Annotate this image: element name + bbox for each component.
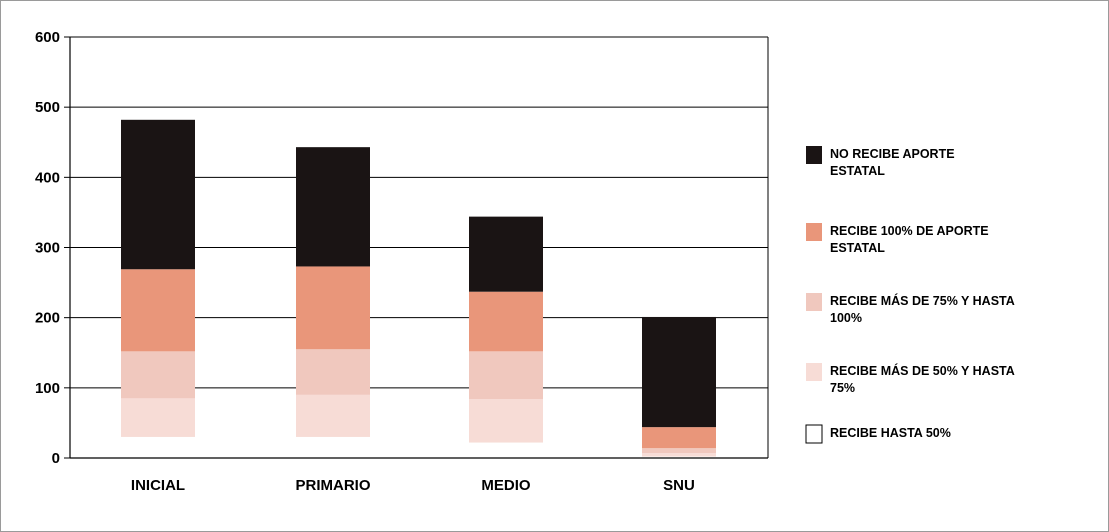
y-tick-label: 500 [35, 99, 60, 116]
bar-segment [469, 351, 543, 400]
legend-label: ESTATAL [830, 164, 885, 178]
y-tick-label: 400 [35, 169, 60, 186]
axis-layer: 0 100 200 300 400 500 600 INICIAL PRIMARIO MEDIO S… [35, 29, 768, 494]
bar-segment [296, 349, 370, 395]
y-tick-label: 300 [35, 240, 60, 257]
bar-segment [121, 436, 195, 458]
legend-label: 100% [830, 311, 862, 325]
bar-segment [642, 453, 716, 457]
y-tick-label: 200 [35, 310, 60, 327]
bars-layer [121, 119, 716, 458]
bar-segment [469, 442, 543, 458]
y-tick-label: 100 [35, 380, 60, 397]
bar-segment [296, 436, 370, 458]
x-category-label: INICIAL [131, 477, 185, 494]
legend-item: RECIBE MÁS DE 50% Y HASTA 75% [806, 363, 1015, 395]
bar-segment [296, 147, 370, 267]
legend-label: RECIBE MÁS DE 75% Y HASTA [830, 293, 1015, 308]
bar-segment [121, 269, 195, 352]
legend-label: ESTATAL [830, 241, 885, 255]
bar-segment [121, 351, 195, 399]
x-category-label: SNU [663, 477, 695, 494]
bar-segment [296, 394, 370, 437]
legend-swatch [805, 424, 823, 444]
legend-item: RECIBE HASTA 50% [805, 424, 951, 444]
x-category-label: PRIMARIO [296, 477, 371, 494]
bar-segment [642, 427, 716, 449]
legend-label: RECIBE HASTA 50% [830, 426, 951, 440]
y-tick-label: 0 [52, 450, 60, 467]
bar-segment [296, 266, 370, 350]
y-tick-label: 600 [35, 29, 60, 46]
bar-segment [642, 316, 716, 428]
x-category-label: MEDIO [481, 477, 531, 494]
bar-segment [642, 448, 716, 454]
legend-swatch [806, 293, 822, 311]
legend-swatch [806, 223, 822, 241]
bar-segment [469, 399, 543, 443]
legend-label: RECIBE MÁS DE 50% Y HASTA [830, 363, 1015, 378]
bar-segment [469, 291, 543, 352]
legend-label: 75% [830, 381, 855, 395]
legend-item: RECIBE 100% DE APORTE ESTATAL [806, 223, 989, 255]
bar-segment [469, 216, 543, 292]
legend-label: NO RECIBE APORTE [830, 147, 955, 161]
legend-swatch [806, 363, 822, 381]
legend-item: NO RECIBE APORTE ESTATAL [806, 146, 955, 178]
legend-label: RECIBE 100% DE APORTE [830, 224, 989, 238]
bar-segment [121, 119, 195, 270]
bar-segment [642, 456, 716, 458]
legend-item: RECIBE MÁS DE 75% Y HASTA 100% [806, 293, 1015, 325]
bar-segment [121, 398, 195, 437]
legend-swatch [806, 146, 822, 164]
